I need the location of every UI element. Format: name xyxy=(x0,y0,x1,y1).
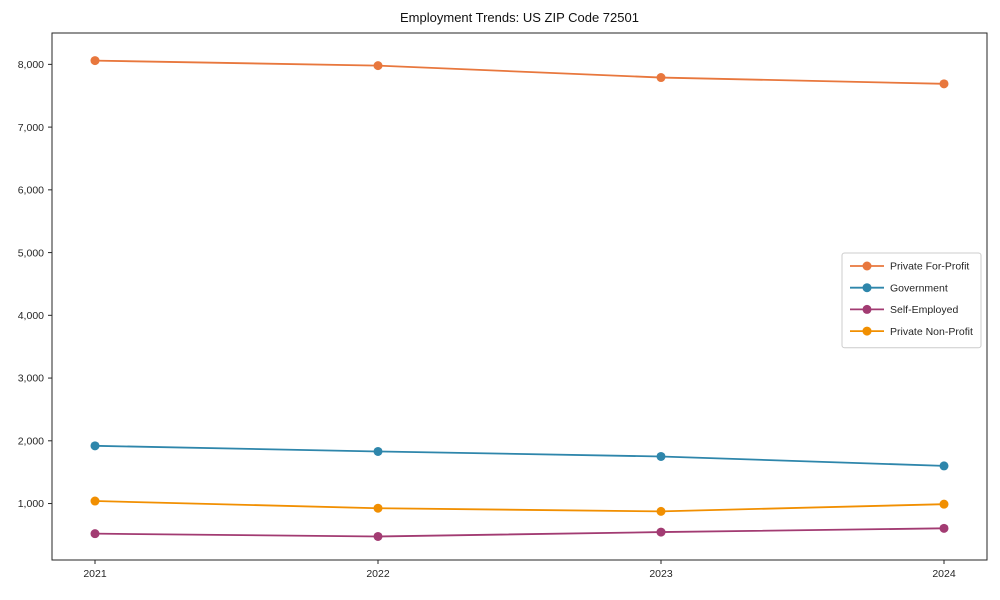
y-axis-tick-label: 7,000 xyxy=(18,122,44,134)
data-point-self-employed xyxy=(90,529,100,539)
series-line-private-non-profit xyxy=(94,500,945,513)
data-point-government xyxy=(90,441,100,451)
data-point-self-employed xyxy=(939,523,949,533)
y-axis-tick-label: 1,000 xyxy=(18,498,44,510)
data-point-private-for-profit xyxy=(656,73,666,83)
data-point-private-for-profit xyxy=(939,79,949,89)
legend-box xyxy=(841,252,982,349)
x-axis-tick-label: 2024 xyxy=(932,568,956,580)
data-point-self-employed xyxy=(656,527,666,537)
data-point-private-non-profit xyxy=(656,506,666,516)
legend-label: Self-Employed xyxy=(890,304,958,316)
series-line-government xyxy=(94,444,945,467)
x-axis-tick-label: 2023 xyxy=(649,568,673,580)
x-axis-tick-label: 2022 xyxy=(366,568,390,580)
data-point-private-for-profit xyxy=(90,56,100,66)
y-axis-tick-label: 5,000 xyxy=(18,247,44,259)
data-point-private-for-profit xyxy=(373,61,383,71)
legend-label: Private For-Profit xyxy=(890,261,969,273)
y-axis-tick-label: 6,000 xyxy=(18,185,44,197)
chart-title: Employment Trends: US ZIP Code 72501 xyxy=(400,10,639,25)
series-line-private-for-profit xyxy=(94,59,945,85)
legend-swatch-marker xyxy=(862,304,872,314)
y-axis-tick-label: 3,000 xyxy=(18,373,44,385)
data-point-private-non-profit xyxy=(90,496,100,506)
data-point-government xyxy=(373,446,383,456)
data-point-private-non-profit xyxy=(939,499,949,509)
legend-label: Government xyxy=(890,282,948,294)
plot-border xyxy=(51,32,988,561)
legend-swatch-marker xyxy=(862,283,872,293)
series-line-self-employed xyxy=(94,527,945,538)
data-point-government xyxy=(656,451,666,461)
legend-swatch-marker xyxy=(862,326,872,336)
data-point-private-non-profit xyxy=(373,503,383,513)
legend-swatch-marker xyxy=(862,261,872,271)
y-axis-tick-label: 8,000 xyxy=(18,59,44,71)
legend-label: Private Non-Profit xyxy=(890,326,973,338)
data-point-self-employed xyxy=(373,531,383,541)
y-axis-tick-label: 2,000 xyxy=(18,435,44,447)
y-axis-tick-label: 4,000 xyxy=(18,310,44,322)
x-axis-tick-label: 2021 xyxy=(83,568,107,580)
data-point-government xyxy=(939,461,949,471)
